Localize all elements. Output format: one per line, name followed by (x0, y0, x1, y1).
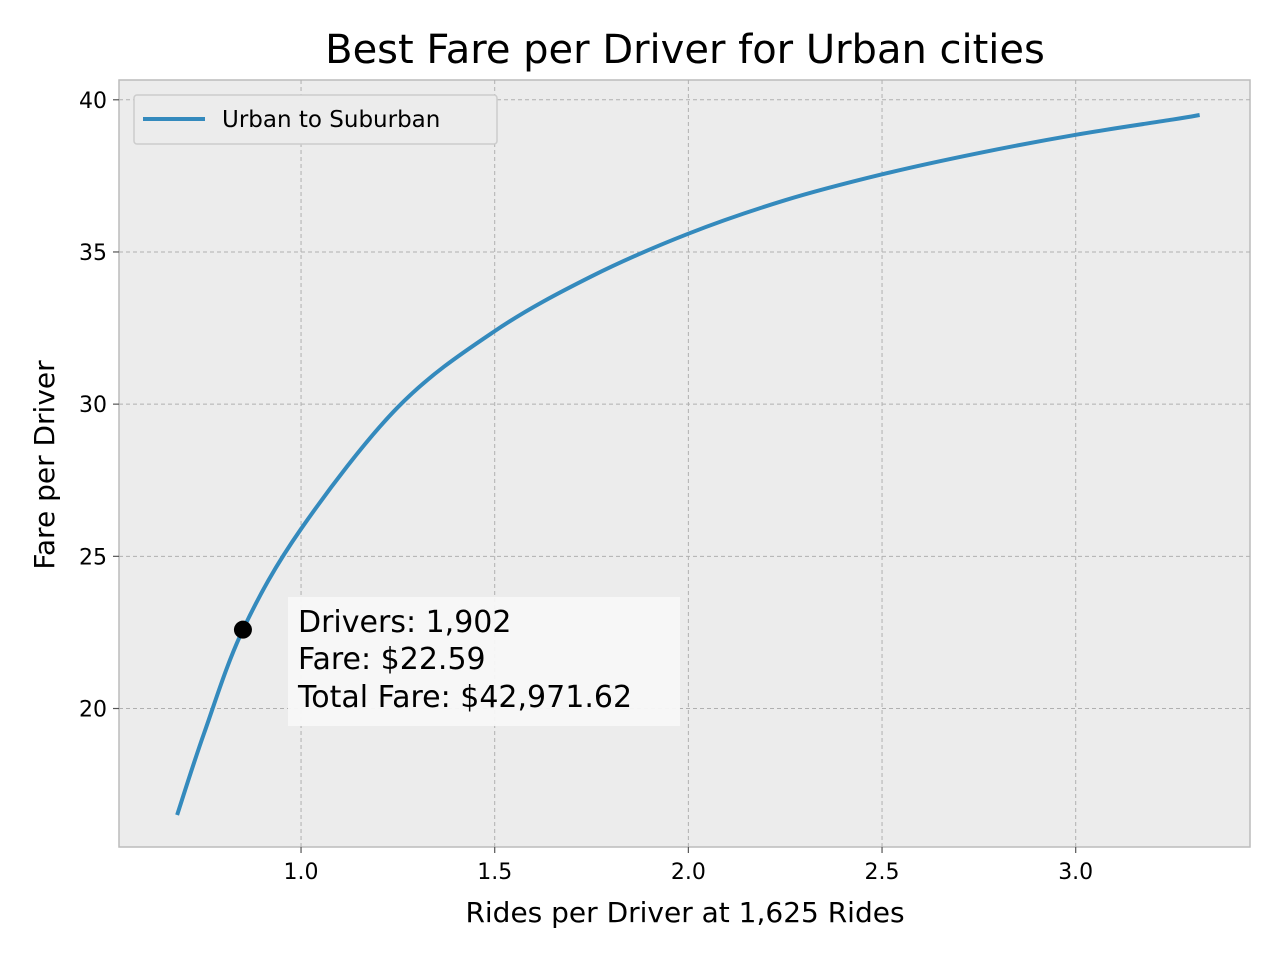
y-tick-label: 30 (79, 393, 107, 418)
annotation-box: Drivers: 1,902 Fare: $22.59 Total Fare: … (288, 597, 680, 726)
x-axis-ticks: 1.0 1.5 2.0 2.5 3.0 (284, 847, 1093, 885)
y-axis-label: Fare per Driver (28, 360, 61, 570)
annotation-background (288, 597, 680, 726)
x-tick-label: 3.0 (1058, 860, 1093, 885)
x-tick-label: 2.0 (671, 860, 706, 885)
legend-frame (133, 94, 498, 145)
legend-label-urban-to-suburban: Urban to Suburban (222, 107, 440, 133)
annotation-drivers: Drivers: 1,902 (298, 605, 511, 640)
legend: Urban to Suburban (133, 94, 498, 145)
annotation-total-fare: Total Fare: $42,971.62 (297, 680, 632, 715)
annotation-fare: Fare: $22.59 (298, 642, 486, 677)
x-tick-label: 1.0 (284, 860, 319, 885)
y-tick-label: 35 (79, 241, 107, 266)
y-tick-label: 40 (79, 89, 107, 114)
plot-area (118, 79, 1251, 848)
series-line-urban-to-suburban (175, 113, 1200, 816)
chart-title: Best Fare per Driver for Urban cities (325, 27, 1045, 73)
x-axis-label: Rides per Driver at 1,625 Rides (465, 896, 904, 929)
x-tick-label: 1.5 (477, 860, 512, 885)
y-tick-label: 20 (79, 698, 107, 723)
y-axis-ticks: 20 25 30 35 40 (79, 89, 119, 723)
best-fare-marker (233, 620, 252, 639)
x-tick-label: 2.5 (865, 860, 900, 885)
y-tick-label: 25 (79, 545, 107, 570)
